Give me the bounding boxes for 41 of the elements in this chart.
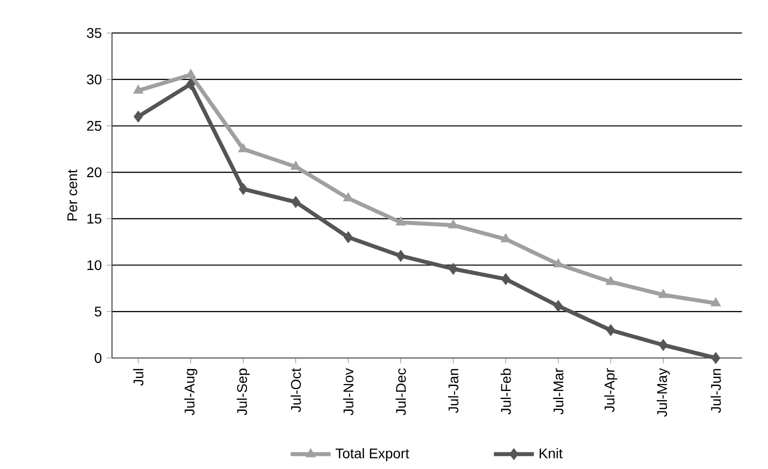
legend-label: Knit [540, 448, 563, 458]
point [554, 300, 563, 312]
legend-label: Total Export [336, 448, 410, 462]
y-tick-label: 0 [94, 353, 102, 363]
y-tick-label: 20 [87, 167, 102, 178]
point [396, 250, 406, 262]
y-tick-label: 10 [87, 260, 102, 270]
point [605, 276, 616, 285]
point [395, 216, 406, 226]
y-tick-label: 5 [94, 306, 102, 316]
y-tick-label: 25 [87, 120, 102, 131]
x-tick-label: Jul-Aug [184, 368, 198, 416]
x-tick-label: Jul-Dec [396, 368, 406, 416]
point [658, 338, 668, 352]
y-tick-label: 35 [86, 28, 102, 38]
x-tick-label: Jul-Oct [290, 368, 301, 412]
y-tick-label: 30 [86, 74, 102, 84]
point [711, 352, 720, 364]
point [658, 288, 669, 298]
point [448, 219, 459, 228]
point [344, 231, 353, 244]
point [501, 272, 510, 286]
x-tick-label: Jul-May [656, 368, 670, 417]
point [186, 78, 196, 90]
x-tick-label: Jul-Jan [448, 368, 458, 413]
point [606, 324, 616, 336]
point [134, 110, 143, 123]
x-tick-label: Jul-Feb [500, 368, 511, 415]
x-tick-label: Jul-Nov [343, 368, 354, 416]
point [448, 262, 458, 275]
y-tick-label: 15 [87, 214, 102, 224]
x-tick-label: Jul-Apr [604, 368, 618, 412]
point [132, 84, 144, 94]
point [710, 297, 722, 306]
y-axis-title: Per cent [67, 170, 78, 220]
x-tick-label: Jul [133, 368, 144, 386]
x-tick-label: Jul-Jun [710, 368, 721, 413]
point [238, 182, 248, 196]
x-tick-label: Jul-Mar [553, 368, 564, 415]
point [291, 196, 300, 208]
x-tick-label: Jul-Sep [236, 368, 250, 416]
